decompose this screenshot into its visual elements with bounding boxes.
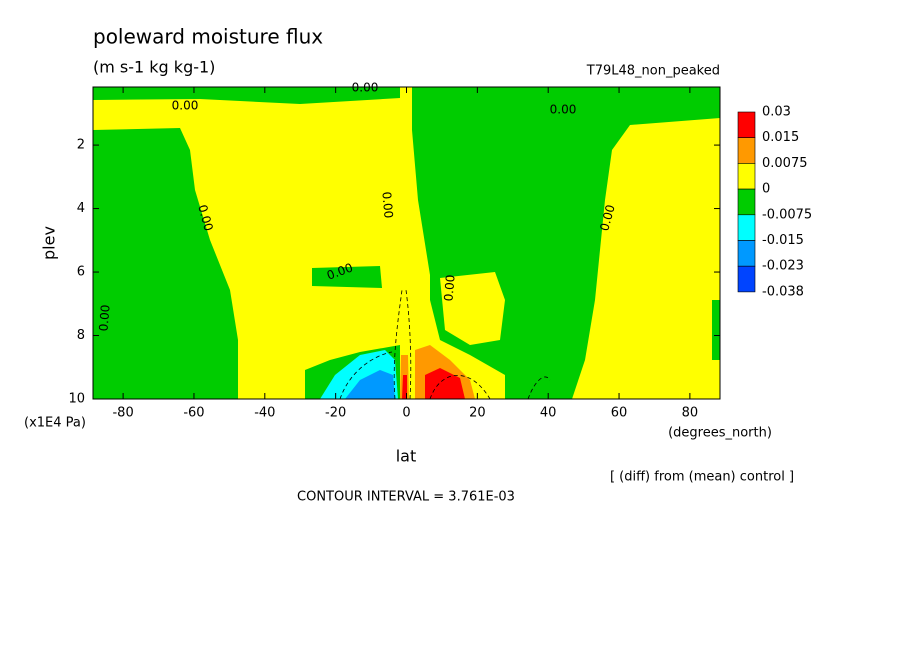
colorbar-label: 0.0075 <box>762 156 808 171</box>
contour-label: 0.00 <box>597 203 617 232</box>
colorbar-label: -0.038 <box>762 284 804 299</box>
contour-line <box>339 289 551 400</box>
x-tick-label: -40 <box>254 406 275 421</box>
contour-region <box>93 128 238 399</box>
run-label: T79L48_non_peaked <box>586 64 720 79</box>
colorbar-label: 0.015 <box>762 130 799 145</box>
contour-region <box>93 87 400 104</box>
colorbar-label: 0 <box>762 182 770 197</box>
y-tick-label: 4 <box>77 201 85 216</box>
colorbar-box <box>737 111 756 139</box>
y-tick-label: 2 <box>77 138 85 153</box>
contour-field <box>93 87 720 400</box>
x-unit-label: (degrees_north) <box>668 426 772 441</box>
y-tick-label: 8 <box>77 328 85 343</box>
contour-region <box>312 266 382 288</box>
contour-region <box>440 272 505 345</box>
colorbar-label: -0.0075 <box>762 207 812 222</box>
colorbar-box <box>737 214 756 241</box>
x-tick-label: 80 <box>682 406 699 421</box>
x-tick-label: -80 <box>112 406 133 421</box>
x-tick-label: 60 <box>611 406 628 421</box>
x-axis-label: lat <box>396 447 417 466</box>
contour-region <box>402 375 407 399</box>
contour-interval: CONTOUR INTERVAL = 3.761E-03 <box>297 490 515 505</box>
x-tick-label: -20 <box>325 406 346 421</box>
colorbar-box <box>737 240 756 267</box>
colorbar-label: -0.023 <box>762 259 804 274</box>
contour-label: 0.00 <box>195 203 215 232</box>
contour-region <box>345 370 395 399</box>
colorbar-box <box>737 188 756 216</box>
chart-subtitle: (m s-1 kg kg-1) <box>93 58 215 77</box>
x-tick-label: -60 <box>183 406 204 421</box>
x-tick-label: 40 <box>540 406 557 421</box>
colorbar-box <box>737 137 756 164</box>
contour-label: 0.00 <box>96 304 112 332</box>
y-tick-label: 10 <box>68 392 85 407</box>
colorbar-label: 0.03 <box>762 105 791 120</box>
colorbar-label: -0.015 <box>762 233 804 248</box>
colorbar-box <box>737 163 756 190</box>
y-tick-label: 6 <box>77 265 85 280</box>
contour-label: 0.00 <box>172 99 199 113</box>
contour-region <box>712 300 720 360</box>
note: [ (diff) from (mean) control ] <box>610 470 794 485</box>
contour-label: 0.00 <box>441 274 457 302</box>
contour-label: 0.00 <box>550 103 577 117</box>
x-tick-label: 20 <box>469 406 486 421</box>
chart-title: poleward moisture flux <box>93 25 323 49</box>
colorbar-box <box>737 265 756 293</box>
x-tick-label: 0 <box>402 406 410 421</box>
contour-labels: 0.00 0.00 0.00 0.00 0.00 0.00 0.00 0.00 … <box>96 81 617 332</box>
y-unit-label: (x1E4 Pa) <box>24 416 86 431</box>
contour-label: 0.00 <box>379 191 395 219</box>
y-axis-label: plev <box>40 226 59 260</box>
